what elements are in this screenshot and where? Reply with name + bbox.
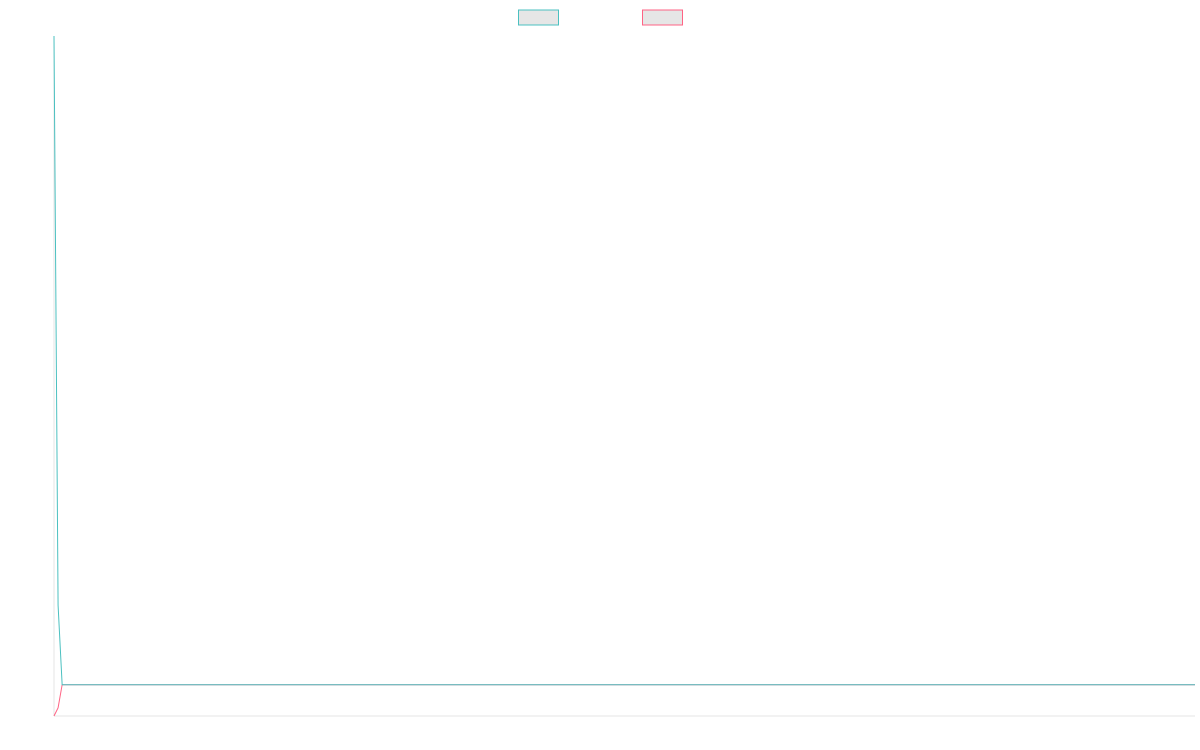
legend-swatch[interactable]: [642, 9, 683, 26]
series-line: [53, 35, 1195, 686]
series-line: [53, 684, 1195, 717]
legend-swatch[interactable]: [518, 9, 559, 26]
